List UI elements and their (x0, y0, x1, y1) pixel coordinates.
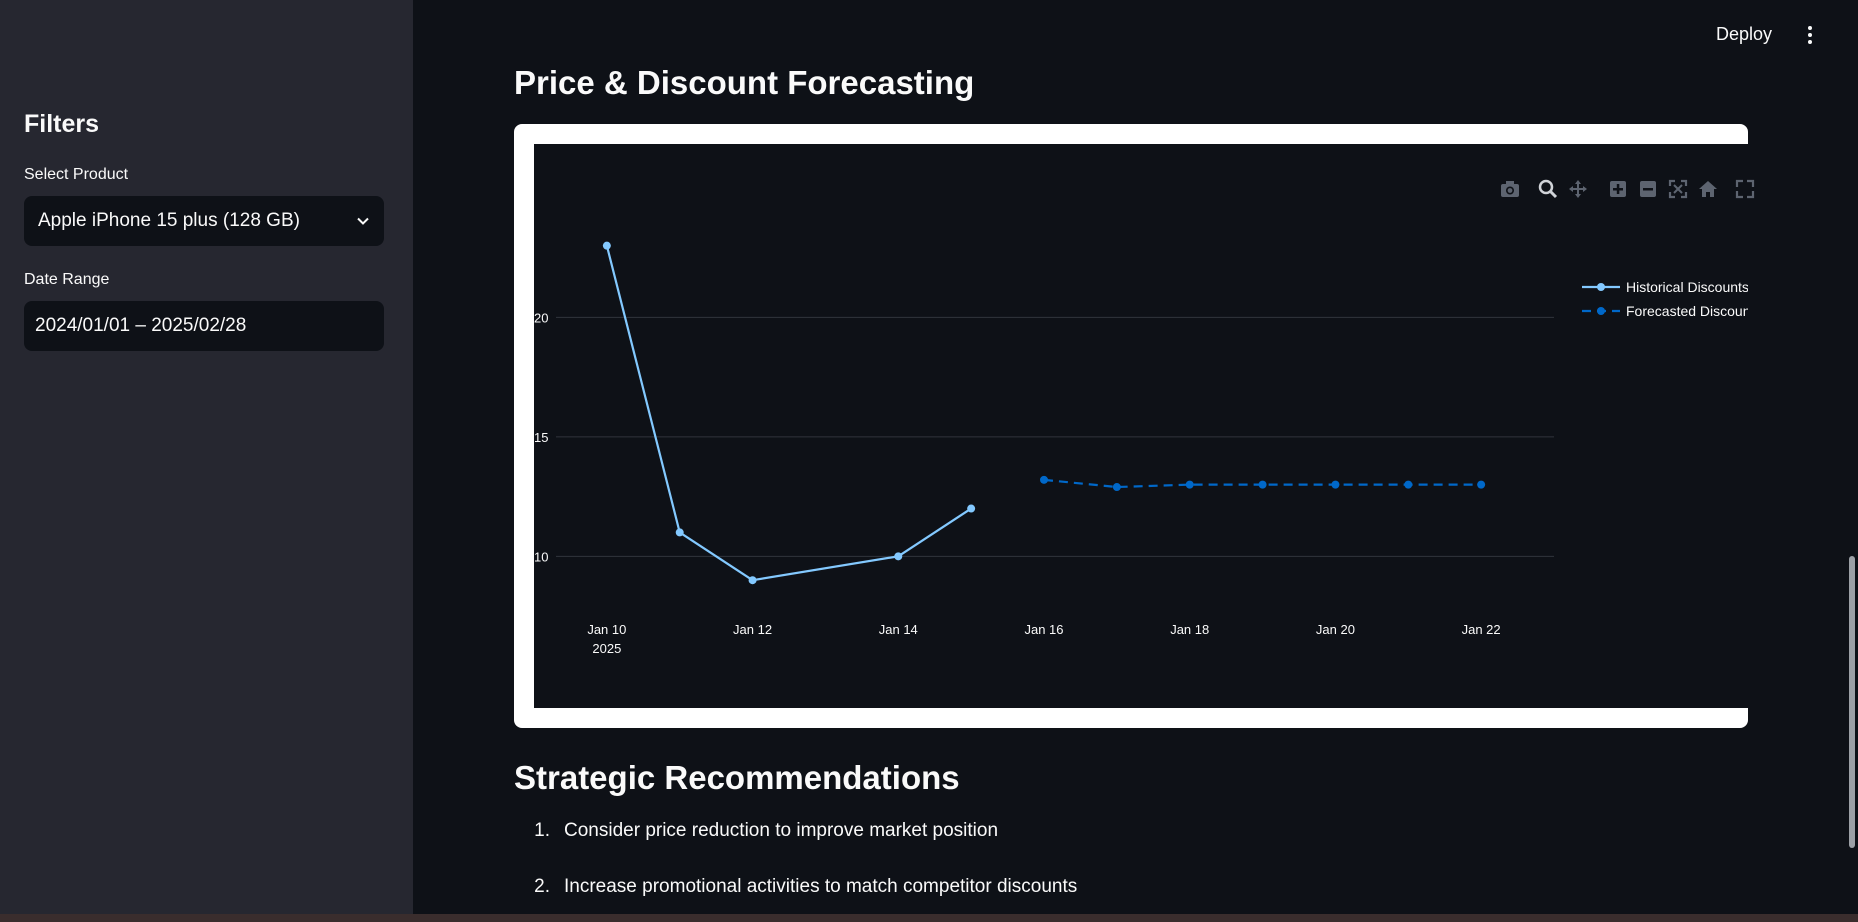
bottom-edge (0, 914, 1858, 922)
zoom-out-icon[interactable] (1637, 178, 1659, 200)
camera-icon[interactable] (1499, 178, 1521, 200)
product-select-value: Apple iPhone 15 plus (128 GB) (38, 210, 300, 231)
series-line (605, 245, 972, 582)
sidebar-title: Filters (24, 110, 100, 138)
data-point (967, 504, 976, 513)
data-point (1185, 480, 1194, 489)
chevron-down-icon (357, 217, 369, 225)
data-point (1258, 480, 1267, 489)
recommendation-number: 1. (534, 820, 550, 841)
data-point (1477, 480, 1486, 489)
x-tick-label: Jan 22 (1462, 622, 1501, 637)
date-range-input[interactable]: 2024/01/01 – 2025/02/28 (24, 301, 384, 351)
x-tick-label: Jan 18 (1170, 622, 1209, 637)
y-tick-label: 15 (534, 430, 548, 445)
data-point (894, 552, 903, 561)
chart-area[interactable]: 10 15 20 Jan 10 Jan 12 Jan 14 Jan 16 Jan 18 Jan … (534, 144, 1755, 708)
recommendation-item: 2. Increase promotional activities to mat… (514, 876, 1077, 898)
legend-label: Historical Discounts (1626, 279, 1748, 295)
data-point (1040, 475, 1048, 484)
x-tick-label: Jan 10 (587, 622, 626, 637)
data-point (1112, 483, 1121, 492)
legend-label: Forecasted Discounts (1626, 303, 1748, 319)
y-tick-label: 20 (534, 310, 548, 325)
legend-marker (1597, 283, 1605, 291)
deploy-button[interactable]: Deploy (1715, 24, 1772, 44)
main-content: Deploy Price & Discount Forecasting (413, 0, 1858, 922)
x-tick-label: Jan 20 (1316, 622, 1355, 637)
fullscreen-icon[interactable] (1734, 178, 1756, 200)
y-tick-label: 10 (534, 549, 548, 564)
zoom-icon[interactable] (1537, 178, 1559, 200)
x-tick-label: Jan 16 (1024, 622, 1063, 637)
forecast-title: Price & Discount Forecasting (514, 64, 975, 101)
data-point (602, 241, 611, 250)
x-year-label: 2025 (592, 641, 621, 656)
data-point (748, 576, 757, 585)
more-menu-icon[interactable] (1806, 26, 1814, 46)
scrollbar-thumb[interactable] (1849, 556, 1855, 848)
autoscale-icon[interactable] (1667, 178, 1689, 200)
legend-marker (1597, 307, 1605, 315)
sidebar: Filters Select Product Apple iPhone 15 p… (0, 0, 413, 922)
pan-icon[interactable] (1567, 178, 1589, 200)
data-point (1331, 480, 1340, 489)
product-select-label: Select Product (24, 166, 129, 183)
date-range-label: Date Range (24, 271, 110, 288)
discount-line-chart: 10 15 20 Jan 10 Jan 12 Jan 14 Jan 16 Jan 18 Jan … (534, 241, 1748, 656)
x-tick-label: Jan 14 (879, 622, 918, 637)
recommendation-item: 1. Consider price reduction to improve ma… (514, 820, 998, 842)
x-tick-label: Jan 12 (733, 622, 772, 637)
chart-modebar (534, 178, 1755, 202)
data-point (675, 528, 684, 537)
home-icon[interactable] (1697, 178, 1719, 200)
zoom-in-icon[interactable] (1607, 178, 1629, 200)
chart-container: 10 15 20 Jan 10 Jan 12 Jan 14 Jan 16 Jan 18 Jan … (514, 124, 1755, 728)
data-point (1404, 480, 1413, 489)
recommendations-title: Strategic Recommendations (514, 759, 960, 796)
product-select[interactable]: Apple iPhone 15 plus (128 GB) (24, 196, 384, 246)
date-range-value: 2024/01/01 – 2025/02/28 (35, 315, 247, 336)
recommendation-text: Consider price reduction to improve mark… (564, 820, 999, 841)
recommendation-text: Increase promotional activities to match… (564, 876, 1078, 897)
recommendation-number: 2. (534, 876, 550, 897)
scrollbar[interactable] (1846, 0, 1858, 922)
